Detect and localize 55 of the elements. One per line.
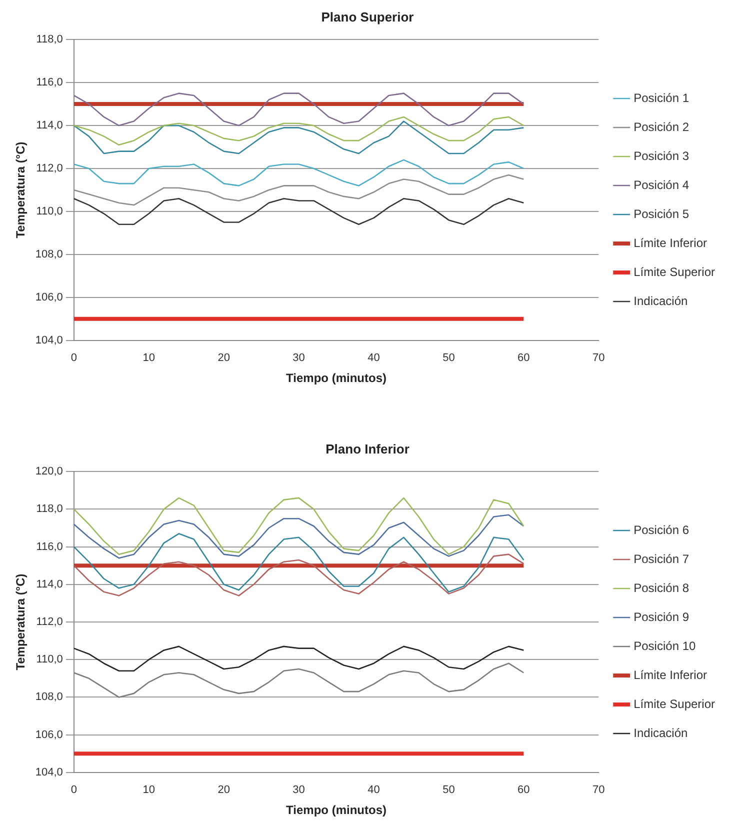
x-axis-title: Tiempo (minutos) bbox=[286, 803, 387, 818]
y-axis-title: Temperatura (°C) bbox=[14, 574, 28, 670]
legend-label: Posición 8 bbox=[634, 580, 690, 595]
legend-label: Posición 4 bbox=[634, 178, 690, 192]
x-tick-label: 40 bbox=[368, 352, 380, 364]
legend-label: Límite Inferior bbox=[634, 236, 707, 250]
y-tick-label: 104,0 bbox=[35, 334, 63, 346]
legend-label: Posición 1 bbox=[634, 90, 690, 105]
y-tick-label: 116,0 bbox=[36, 76, 63, 89]
y-tick-label: 114,0 bbox=[36, 120, 63, 132]
legend-label: Posición 7 bbox=[634, 552, 690, 566]
y-tick-label: 106,0 bbox=[35, 728, 63, 741]
y-tick-label: 110,0 bbox=[36, 654, 63, 666]
y-axis-title: Temperatura (°C) bbox=[14, 142, 28, 238]
x-tick-label: 50 bbox=[442, 352, 455, 364]
x-tick-label: 70 bbox=[592, 784, 605, 796]
y-tick-label: 112,0 bbox=[36, 162, 63, 175]
x-tick-label: 50 bbox=[442, 784, 455, 796]
y-tick-label: 114,0 bbox=[36, 578, 63, 590]
y-tick-label: 106,0 bbox=[35, 291, 63, 304]
legend-label: Posición 2 bbox=[634, 120, 690, 134]
y-tick-label: 108,0 bbox=[35, 691, 63, 704]
legend-label: Posición 10 bbox=[634, 638, 696, 653]
chart-title: Plano Superior bbox=[321, 9, 414, 24]
y-tick-label: 104,0 bbox=[35, 766, 63, 778]
y-tick-label: 118,0 bbox=[36, 34, 63, 46]
legend-label: Indicación bbox=[634, 294, 688, 308]
y-tick-label: 120,0 bbox=[35, 466, 63, 478]
x-tick-label: 10 bbox=[142, 784, 156, 796]
y-tick-label: 108,0 bbox=[35, 248, 63, 260]
y-tick-label: 110,0 bbox=[36, 206, 63, 218]
y-tick-label: 112,0 bbox=[36, 616, 63, 628]
legend-label: Posición 9 bbox=[634, 610, 690, 624]
legend-label: Posición 5 bbox=[634, 206, 690, 221]
x-tick-label: 60 bbox=[518, 784, 530, 796]
y-tick-label: 116,0 bbox=[36, 540, 63, 553]
chart-title: Plano Inferior bbox=[326, 441, 410, 456]
legend-label: Límite Inferior bbox=[634, 668, 707, 682]
x-tick-label: 10 bbox=[142, 352, 156, 364]
x-tick-label: 20 bbox=[218, 784, 230, 796]
x-tick-label: 70 bbox=[592, 352, 605, 364]
legend-label: Posición 3 bbox=[634, 148, 690, 163]
x-tick-label: 0 bbox=[70, 784, 77, 796]
x-tick-label: 30 bbox=[292, 352, 305, 364]
legend-label: Posición 6 bbox=[634, 522, 690, 537]
x-tick-label: 20 bbox=[218, 352, 230, 364]
x-tick-label: 40 bbox=[368, 784, 380, 796]
x-tick-label: 30 bbox=[292, 784, 305, 796]
legend-label: Límite Superior bbox=[634, 696, 716, 711]
x-axis-title: Tiempo (minutos) bbox=[286, 371, 387, 386]
x-tick-label: 0 bbox=[70, 352, 77, 364]
legend-label: Indicación bbox=[634, 726, 688, 740]
y-tick-label: 118,0 bbox=[36, 503, 63, 516]
x-tick-label: 60 bbox=[518, 352, 530, 364]
legend-label: Límite Superior bbox=[634, 264, 716, 279]
